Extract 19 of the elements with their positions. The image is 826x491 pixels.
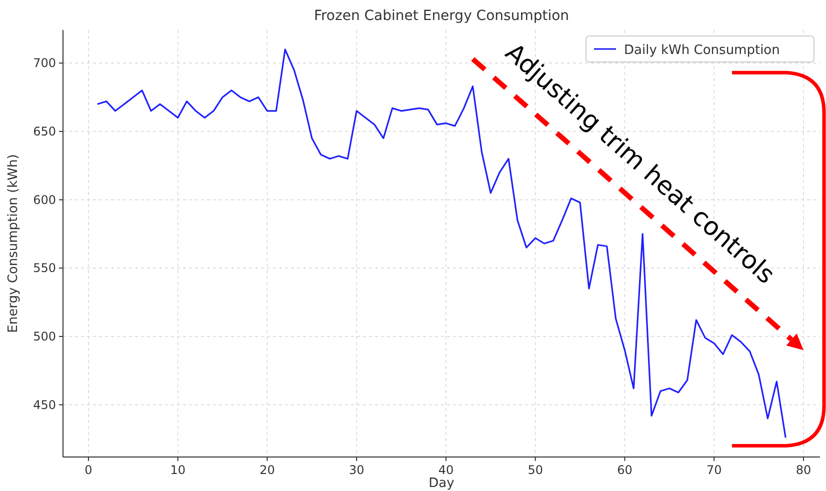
x-tick-label: 30 [348,463,364,477]
legend-label: Daily kWh Consumption [624,43,780,58]
x-tick-label: 20 [260,463,275,477]
x-axis-title: Day [428,476,455,491]
y-tick-label: 450 [33,398,56,412]
y-tick-label: 550 [33,261,56,276]
y-tick-label: 700 [33,56,56,70]
x-tick-label: 40 [438,463,454,477]
x-tick-label: 0 [84,463,92,477]
y-tick-label: 650 [33,124,56,138]
x-tick-label: 10 [170,463,186,477]
y-axis-title: Energy Consumption (kWh) [6,154,21,333]
x-tick-label: 60 [617,463,632,477]
x-tick-label: 80 [796,463,812,477]
y-tick-label: 500 [33,329,56,344]
x-tick-label: 50 [528,463,543,477]
x-tick-label: 70 [706,463,722,477]
y-tick-label: 600 [33,192,56,207]
chart-title: Frozen Cabinet Energy Consumption [314,8,570,24]
